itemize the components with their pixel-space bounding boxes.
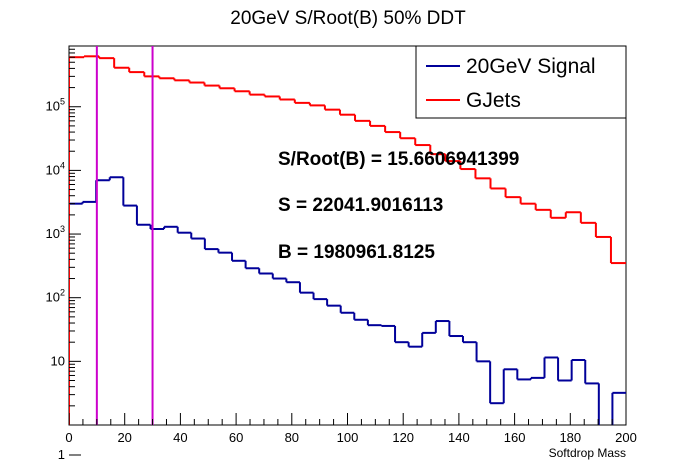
legend: 20GeV Signal GJets xyxy=(415,45,627,119)
legend-label-signal: 20GeV Signal xyxy=(466,55,596,78)
x-tick-label: 160 xyxy=(504,430,526,445)
x-axis: 0 20 40 60 80 100 120 140 160 180 200 xyxy=(65,413,637,445)
series-layer xyxy=(69,55,626,425)
x-tick-label: 120 xyxy=(392,430,414,445)
x-axis-label: Softdrop Mass xyxy=(549,446,626,460)
y-tick-label: 105 xyxy=(46,97,65,114)
x-tick-label: 180 xyxy=(559,430,581,445)
y-axis: 1 10 102 103 104 105 xyxy=(46,45,81,462)
y-tick-label: 10 xyxy=(51,353,65,368)
annotation-significance: S/Root(B) = 15.6606941399 xyxy=(278,149,519,170)
x-tick-label: 20 xyxy=(117,430,131,445)
x-tick-label: 60 xyxy=(229,430,243,445)
x-tick-label: 100 xyxy=(337,430,359,445)
legend-label-gjets: GJets xyxy=(466,89,521,112)
x-tick-label: 0 xyxy=(65,430,72,445)
legend-box xyxy=(415,45,627,119)
y-tick-label: 104 xyxy=(46,160,65,177)
y-tick-label: 1 xyxy=(58,447,65,462)
y-tick-label: 103 xyxy=(46,224,65,241)
y-tick-label: 102 xyxy=(46,288,65,305)
annotation-signal: S = 22041.9016113 xyxy=(278,195,443,216)
chart-title: 20GeV S/Root(B) 50% DDT xyxy=(230,8,466,29)
x-tick-label: 140 xyxy=(448,430,470,445)
annotation-background: B = 1980961.8125 xyxy=(278,242,435,263)
x-tick-label: 200 xyxy=(615,430,637,445)
x-tick-label: 40 xyxy=(173,430,187,445)
marker-layer xyxy=(95,46,154,425)
x-tick-label: 80 xyxy=(285,430,299,445)
